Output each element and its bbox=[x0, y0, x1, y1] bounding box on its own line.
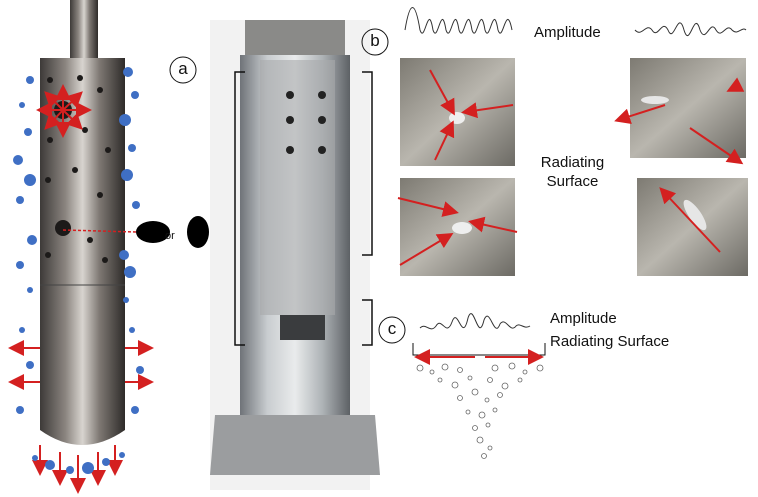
radiating-surface-label: Radiating Surface bbox=[535, 153, 610, 191]
wave bbox=[405, 8, 512, 34]
or-text: or bbox=[165, 227, 175, 246]
amplitude-label: Amplitude bbox=[550, 309, 617, 328]
wave bbox=[635, 23, 746, 36]
transducer bbox=[40, 0, 125, 445]
bubbles bbox=[417, 363, 543, 459]
panel-label: c bbox=[379, 319, 405, 339]
panel-label: b bbox=[362, 31, 388, 51]
amplitude-label: Amplitude bbox=[534, 23, 601, 42]
radiating-surface-label: Radiating Surface bbox=[550, 332, 669, 351]
figure-graphics bbox=[0, 0, 758, 497]
wave bbox=[420, 314, 530, 329]
figure: a or b Amplitude Radiating Surface c Amp… bbox=[0, 0, 758, 497]
bracket bbox=[413, 343, 545, 355]
panel-label: a bbox=[170, 59, 196, 79]
bubble-shape bbox=[187, 216, 209, 248]
